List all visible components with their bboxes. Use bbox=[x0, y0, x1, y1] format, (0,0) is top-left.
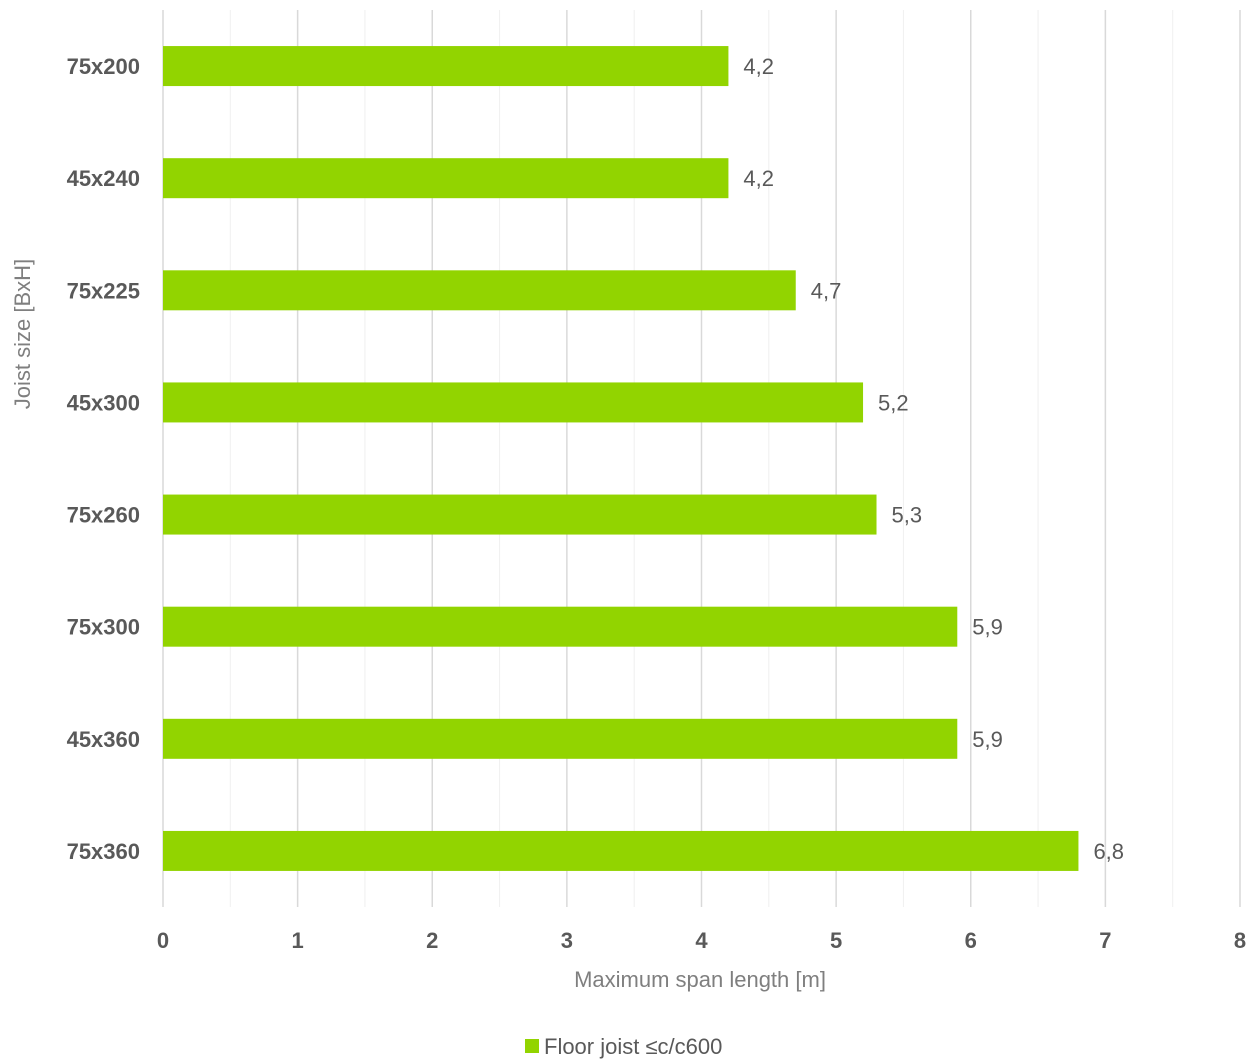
x-tick-label: 0 bbox=[157, 928, 169, 953]
bar bbox=[163, 718, 958, 759]
legend-swatch bbox=[525, 1039, 539, 1053]
category-label: 75x225 bbox=[67, 278, 140, 303]
data-label: 4,2 bbox=[743, 166, 774, 191]
category-label: 75x260 bbox=[67, 503, 140, 528]
data-label: 4,7 bbox=[811, 278, 842, 303]
x-tick-label: 7 bbox=[1099, 928, 1111, 953]
legend: Floor joist ≤c/c600 bbox=[525, 1034, 722, 1059]
data-label: 5,2 bbox=[878, 390, 909, 415]
category-label: 45x360 bbox=[67, 727, 140, 752]
x-tick-label: 1 bbox=[292, 928, 304, 953]
data-label: 5,3 bbox=[892, 503, 923, 528]
bar bbox=[163, 382, 864, 423]
bars bbox=[163, 46, 1079, 871]
category-label: 75x200 bbox=[67, 54, 140, 79]
category-label: 45x240 bbox=[67, 166, 140, 191]
x-tick-label: 3 bbox=[561, 928, 573, 953]
legend-label: Floor joist ≤c/c600 bbox=[544, 1034, 722, 1059]
category-label: 75x360 bbox=[67, 839, 140, 864]
category-labels: 75x200 45x240 75x225 45x300 75x260 75x300 45x3… bbox=[67, 54, 140, 864]
x-axis-title: Maximum span length [m] bbox=[574, 967, 826, 992]
data-labels: 4,2 4,2 4,7 5,2 5,3 5,9 5,9 6,8 bbox=[743, 54, 1124, 864]
x-tick-label: 2 bbox=[426, 928, 438, 953]
bar bbox=[163, 46, 729, 87]
data-label: 6,8 bbox=[1093, 839, 1124, 864]
bar bbox=[163, 270, 796, 311]
data-label: 4,2 bbox=[743, 54, 774, 79]
x-tick-labels: 0 1 2 3 4 5 6 7 8 bbox=[157, 928, 1246, 953]
x-tick-label: 4 bbox=[695, 928, 708, 953]
bar bbox=[163, 830, 1079, 871]
bar bbox=[163, 606, 958, 647]
bar bbox=[163, 158, 729, 199]
category-label: 45x300 bbox=[67, 390, 140, 415]
data-label: 5,9 bbox=[972, 615, 1003, 640]
y-axis-title: Joist size [BxH] bbox=[10, 259, 35, 409]
x-tick-label: 8 bbox=[1234, 928, 1246, 953]
bar bbox=[163, 494, 877, 535]
category-label: 75x300 bbox=[67, 615, 140, 640]
data-label: 5,9 bbox=[972, 727, 1003, 752]
x-tick-label: 6 bbox=[965, 928, 977, 953]
x-tick-label: 5 bbox=[830, 928, 842, 953]
gridlines bbox=[162, 10, 1241, 907]
